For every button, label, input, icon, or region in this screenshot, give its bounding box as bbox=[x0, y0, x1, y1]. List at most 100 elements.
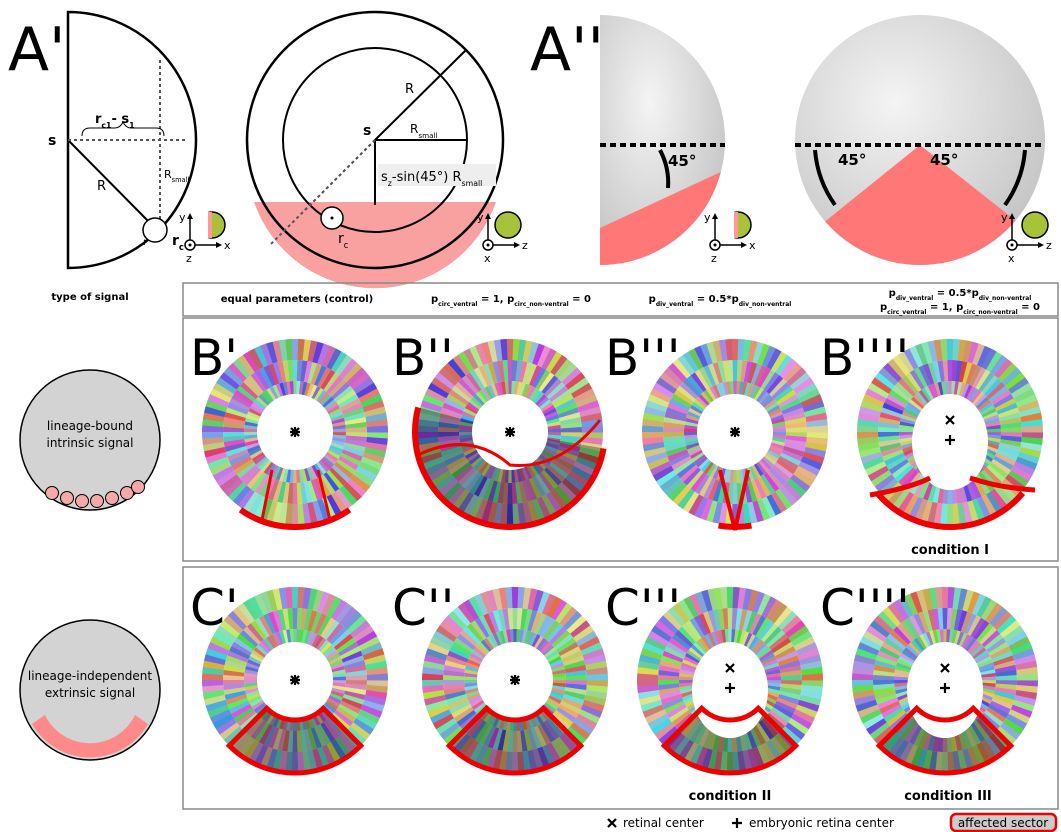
label: Rsmall bbox=[410, 122, 438, 140]
label: condition I bbox=[911, 543, 989, 558]
subscript: small bbox=[462, 179, 483, 188]
subscript: c1 bbox=[101, 121, 111, 130]
panel-label: C''' bbox=[605, 579, 681, 637]
text-part: = 1, p bbox=[477, 294, 514, 305]
ventral-cell bbox=[46, 487, 59, 500]
panel-label: C'''' bbox=[820, 579, 910, 637]
axis-label: z bbox=[186, 252, 192, 265]
panel-label: B'''' bbox=[820, 329, 909, 387]
line bbox=[375, 50, 466, 140]
pink-region bbox=[254, 202, 496, 288]
figure: A'sRrc1- s1RsmallrrcyxzsRRsmallsz-sin(45… bbox=[0, 0, 1061, 832]
axis-label: z bbox=[1046, 239, 1052, 252]
subscript: circ_non-ventral bbox=[514, 301, 568, 308]
label: retinal center bbox=[623, 816, 704, 830]
axis-origin-dot bbox=[714, 244, 717, 247]
label: pcirc_ventral = 1, pcirc_non-ventral = 0 bbox=[431, 294, 591, 308]
text-part: p bbox=[880, 302, 887, 313]
eye-pink bbox=[734, 212, 738, 238]
subscript: 1 bbox=[129, 121, 134, 130]
subscript: small bbox=[418, 131, 437, 140]
label: embryonic retina center bbox=[749, 816, 894, 830]
eye-glyph bbox=[1022, 212, 1048, 238]
axis-label: y bbox=[179, 211, 186, 224]
subscript: circ_ventral bbox=[887, 309, 926, 316]
ventral-cell bbox=[76, 495, 89, 508]
panel-label: B''' bbox=[605, 329, 681, 387]
ventral-cell bbox=[106, 492, 119, 505]
label: intrinsic signal bbox=[46, 436, 133, 450]
text-part: = 0 bbox=[1018, 302, 1040, 313]
subscript: circ_non-ventral bbox=[963, 309, 1017, 316]
panel-label: A' bbox=[8, 15, 66, 85]
eye-cut bbox=[724, 211, 734, 239]
panel-label: C'' bbox=[392, 579, 454, 637]
label: s bbox=[48, 133, 56, 149]
label: R bbox=[405, 82, 414, 97]
axis-label: y bbox=[1001, 211, 1008, 224]
axis-label: y bbox=[704, 211, 711, 224]
text-part: -sin(45°) R bbox=[392, 170, 462, 185]
axis-label: y bbox=[477, 211, 484, 224]
label: lineage-bound bbox=[47, 419, 133, 433]
label: pdiv_ventral = 0.5*pdiv_non-ventral bbox=[889, 288, 1032, 302]
axis-origin-dot bbox=[1011, 244, 1014, 247]
label: affected sector bbox=[958, 816, 1048, 830]
text-part: = 1, p bbox=[926, 302, 963, 313]
subscript: div_non-ventral bbox=[979, 295, 1032, 302]
embryonic-center bbox=[732, 818, 742, 828]
axis-label: z bbox=[711, 252, 717, 265]
label: R bbox=[97, 179, 106, 194]
label: 45° bbox=[838, 151, 866, 169]
axis-label: x bbox=[749, 239, 756, 252]
subscript: circ_ventral bbox=[438, 301, 477, 308]
label: extrinsic signal bbox=[45, 686, 135, 700]
text-part: p bbox=[431, 294, 438, 305]
text-part: p bbox=[649, 294, 656, 305]
label: Rsmall bbox=[164, 168, 189, 184]
panel-label: C' bbox=[190, 579, 239, 637]
subscript: div_non-ventral bbox=[739, 301, 792, 308]
label: condition II bbox=[689, 789, 772, 804]
ventral-cell bbox=[91, 495, 104, 508]
label: rc bbox=[172, 233, 184, 252]
panel-label: B'' bbox=[392, 329, 454, 387]
label: rc1- s1 bbox=[95, 112, 135, 130]
cell-dot bbox=[331, 217, 334, 220]
label: s bbox=[363, 123, 371, 139]
axis-origin-dot bbox=[487, 244, 490, 247]
ventral-cell bbox=[61, 492, 74, 505]
text-part: = 0.5*p bbox=[933, 288, 978, 299]
panel-label: A'' bbox=[530, 15, 604, 85]
subscript: div_ventral bbox=[896, 295, 933, 302]
label: equal parameters (control) bbox=[221, 294, 374, 305]
axis-label: x bbox=[484, 252, 491, 265]
eye-glyph bbox=[495, 212, 521, 238]
axis-label: z bbox=[522, 239, 528, 252]
subscript: c bbox=[179, 242, 184, 252]
axis-label: x bbox=[224, 239, 231, 252]
label: pcirc_ventral = 1, pcirc_non-ventral = 0 bbox=[880, 302, 1040, 316]
eye-cut bbox=[198, 211, 208, 239]
text-part: p bbox=[889, 288, 896, 299]
line bbox=[68, 140, 155, 228]
retinal-center bbox=[608, 819, 616, 827]
text-part: = 0 bbox=[569, 294, 591, 305]
label: pdiv_ventral = 0.5*pdiv_non-ventral bbox=[649, 294, 792, 308]
axis-origin-dot bbox=[189, 244, 192, 247]
label: lineage-independent bbox=[28, 669, 152, 683]
subscript: c bbox=[344, 240, 349, 250]
subscript: small bbox=[172, 176, 190, 184]
label: 45° bbox=[930, 151, 958, 169]
text-part: = 0.5*p bbox=[693, 294, 738, 305]
text-part: R bbox=[410, 122, 418, 136]
eye-pink bbox=[208, 212, 212, 238]
label: type of signal bbox=[51, 292, 128, 303]
axis-label: x bbox=[1008, 252, 1015, 265]
text-part: equal parameters (control) bbox=[221, 294, 374, 305]
ventral-cell bbox=[132, 481, 145, 494]
label: condition III bbox=[904, 789, 992, 804]
text-part: - s bbox=[111, 112, 129, 127]
panel-label: B' bbox=[190, 329, 238, 387]
subscript: div_ventral bbox=[656, 301, 693, 308]
